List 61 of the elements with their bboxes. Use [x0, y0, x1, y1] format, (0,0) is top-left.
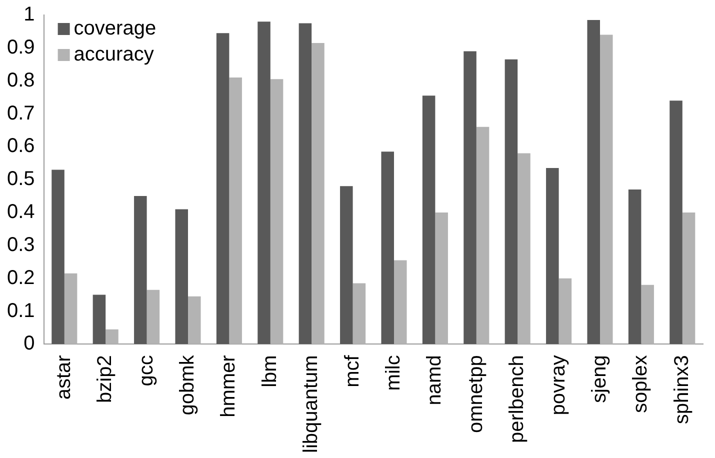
- x-tick-label: sphinx3: [670, 355, 693, 424]
- y-tick-label: 0.3: [6, 234, 35, 256]
- x-tick-label: milc: [382, 355, 405, 391]
- bar: [229, 78, 242, 344]
- x-tick-label: lbm: [258, 355, 281, 388]
- bar: [670, 100, 682, 344]
- bar: [106, 329, 118, 344]
- bar: [92, 294, 106, 344]
- x-tick-label: mcf: [341, 354, 364, 388]
- x-tick-label: astar: [52, 354, 75, 400]
- bar: [134, 196, 147, 344]
- bar: [64, 273, 78, 344]
- y-tick-label: 0.9: [6, 36, 35, 58]
- bar: [435, 212, 448, 344]
- bar: [340, 186, 353, 344]
- bar: [682, 212, 696, 344]
- x-tick-label: bzip2: [94, 355, 116, 403]
- x-tick-label: soplex: [630, 355, 652, 413]
- bar: [422, 96, 436, 344]
- bar: [270, 79, 284, 344]
- bar: [381, 152, 394, 344]
- bar: [504, 59, 518, 344]
- bar: [52, 170, 64, 344]
- legend-label: accuracy: [74, 44, 154, 66]
- x-tick-label: gobmk: [176, 354, 199, 416]
- bar: [394, 260, 407, 344]
- y-tick-label: 0.6: [6, 135, 35, 158]
- bar: [146, 290, 160, 344]
- y-tick-label: 0: [24, 332, 35, 355]
- bar: [352, 283, 366, 344]
- x-tick-label: gcc: [135, 355, 158, 386]
- bar: [628, 189, 642, 344]
- bar: [312, 42, 324, 344]
- bar: [587, 20, 600, 344]
- y-tick-label: 0.2: [6, 266, 35, 289]
- bar: [476, 126, 490, 344]
- x-tick-label: omnetpp: [464, 355, 487, 433]
- y-tick-label: 0.5: [6, 168, 35, 190]
- legend-label: coverage: [74, 18, 156, 40]
- bar: [298, 23, 312, 344]
- bar: [216, 33, 230, 344]
- x-tick-label: sjeng: [588, 355, 611, 403]
- x-tick-label: povray: [547, 355, 570, 416]
- bar: [600, 34, 613, 344]
- bar: [518, 153, 530, 344]
- bar: [188, 296, 201, 344]
- y-tick-label: 1: [24, 4, 35, 26]
- bar: [175, 209, 188, 344]
- bar: [546, 168, 559, 344]
- y-tick-label: 0.8: [6, 69, 35, 92]
- bar: [641, 284, 654, 344]
- y-tick-label: 0.1: [6, 300, 35, 322]
- x-tick-label: hmmer: [218, 354, 240, 418]
- x-tick-label: libquantum: [300, 355, 322, 453]
- x-tick-label: perlbench: [506, 355, 528, 443]
- bar: [558, 278, 572, 344]
- y-tick-label: 0.7: [6, 102, 35, 124]
- bar: [258, 22, 270, 344]
- bar: [464, 51, 476, 344]
- x-tick-label: namd: [424, 355, 446, 406]
- y-tick-label: 0.4: [6, 201, 35, 224]
